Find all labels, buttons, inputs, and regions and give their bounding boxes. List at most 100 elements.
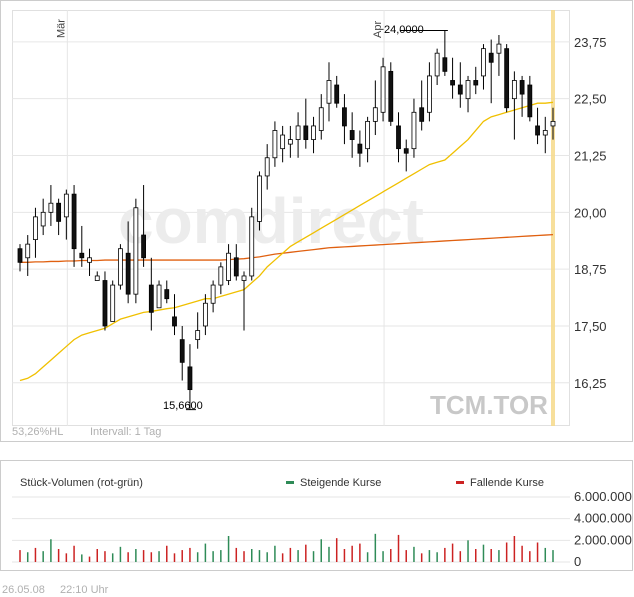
volume-panel-frame: [0, 460, 633, 571]
candle: [504, 44, 510, 113]
candle: [488, 39, 494, 104]
candle-body: [488, 52, 494, 63]
candle: [264, 144, 270, 190]
candle: [141, 185, 146, 267]
candle-body: [156, 284, 162, 309]
candle-body: [79, 252, 85, 259]
candle: [118, 244, 123, 290]
candle-body: [419, 107, 425, 122]
candle-body: [496, 43, 502, 54]
candle-body: [403, 148, 409, 154]
price-tick-label: 23,75: [574, 35, 607, 50]
candle: [519, 75, 525, 117]
candle-body: [187, 366, 193, 391]
candle: [79, 225, 85, 267]
candle-body: [457, 84, 463, 95]
candle-body: [249, 216, 255, 277]
volume-tick-label: 0: [574, 554, 581, 569]
price-tick-label: 21,25: [574, 148, 607, 163]
candle-body: [218, 266, 224, 286]
volume-tick-label: 4.000.000: [574, 511, 632, 526]
ticker-label: TCM.TOR: [430, 390, 548, 420]
volume-y-axis: 6.000.000 4.000.000 2.000.000 0: [574, 489, 632, 569]
candle-body: [94, 275, 100, 281]
candle: [457, 62, 463, 108]
low-annotation: 15,6600: [163, 400, 203, 412]
candle-body: [357, 143, 363, 154]
candle-body: [48, 202, 54, 213]
candle: [550, 107, 556, 140]
candle: [33, 207, 38, 258]
candle-body: [542, 130, 548, 136]
candle-body: [365, 120, 371, 150]
candle: [172, 294, 177, 336]
candle-body: [481, 48, 486, 77]
high-annotation-label: 24,0000: [384, 24, 424, 36]
candle: [295, 112, 301, 158]
price-plot-area: [12, 10, 570, 426]
candle-body: [535, 125, 540, 136]
candle-body: [17, 248, 23, 263]
candle: [102, 271, 108, 331]
candle-body: [141, 234, 146, 259]
candle: [388, 62, 394, 126]
candle-body: [110, 284, 116, 322]
moving-average-lines: [19, 101, 554, 382]
candle-body: [311, 125, 316, 140]
price-tick-label: 18,75: [574, 262, 607, 277]
candle: [542, 116, 548, 154]
candle-body: [349, 130, 355, 140]
volume-tick-label: 6.000.000: [574, 489, 632, 504]
price-tick-label: 20,00: [574, 205, 607, 220]
candle-body: [280, 134, 286, 150]
candle: [442, 30, 448, 76]
candle-body: [164, 289, 170, 300]
candle-body: [427, 75, 432, 113]
candle-body: [511, 80, 517, 100]
candle-body: [125, 252, 131, 295]
price-tick-label: 22,50: [574, 92, 607, 107]
footer-time: 22:10 Uhr: [60, 584, 109, 596]
candle: [280, 125, 286, 163]
candle: [156, 280, 162, 309]
candle: [318, 94, 324, 140]
candle: [434, 48, 440, 86]
hl-percent-label: 53,26%HL: [12, 426, 63, 438]
candle: [380, 57, 386, 122]
candle: [56, 198, 62, 236]
candle: [303, 98, 309, 149]
candle: [349, 112, 355, 158]
candle-body: [550, 120, 556, 127]
candle-body: [33, 216, 38, 240]
candle: [357, 130, 363, 167]
candle: [403, 139, 409, 172]
candle: [179, 325, 185, 381]
price-panel-frame: [0, 0, 633, 442]
candle: [87, 248, 92, 276]
candle-body: [473, 80, 479, 86]
candle-body: [504, 48, 510, 109]
candle: [48, 185, 54, 226]
candle-body: [40, 211, 46, 227]
candle: [202, 294, 208, 336]
candle-body: [133, 207, 139, 295]
candle: [287, 125, 293, 158]
legend-up-label: Steigende Kurse: [300, 477, 381, 489]
low-annotation-label: 15,6600: [163, 400, 203, 412]
candle-body: [233, 257, 239, 277]
price-gridlines: [12, 41, 570, 384]
candle: [411, 98, 417, 158]
candle: [210, 280, 216, 313]
candle: [125, 221, 131, 304]
candle: [372, 80, 378, 136]
legend-down-label: Fallende Kurse: [470, 477, 544, 489]
candle: [527, 75, 533, 122]
candle: [63, 189, 69, 240]
candle: [40, 198, 46, 236]
candle-body: [179, 339, 185, 363]
candle: [241, 271, 247, 331]
candle: [71, 185, 77, 267]
candle-body: [241, 275, 247, 281]
candle-body: [71, 193, 77, 250]
candle-body: [118, 248, 123, 286]
